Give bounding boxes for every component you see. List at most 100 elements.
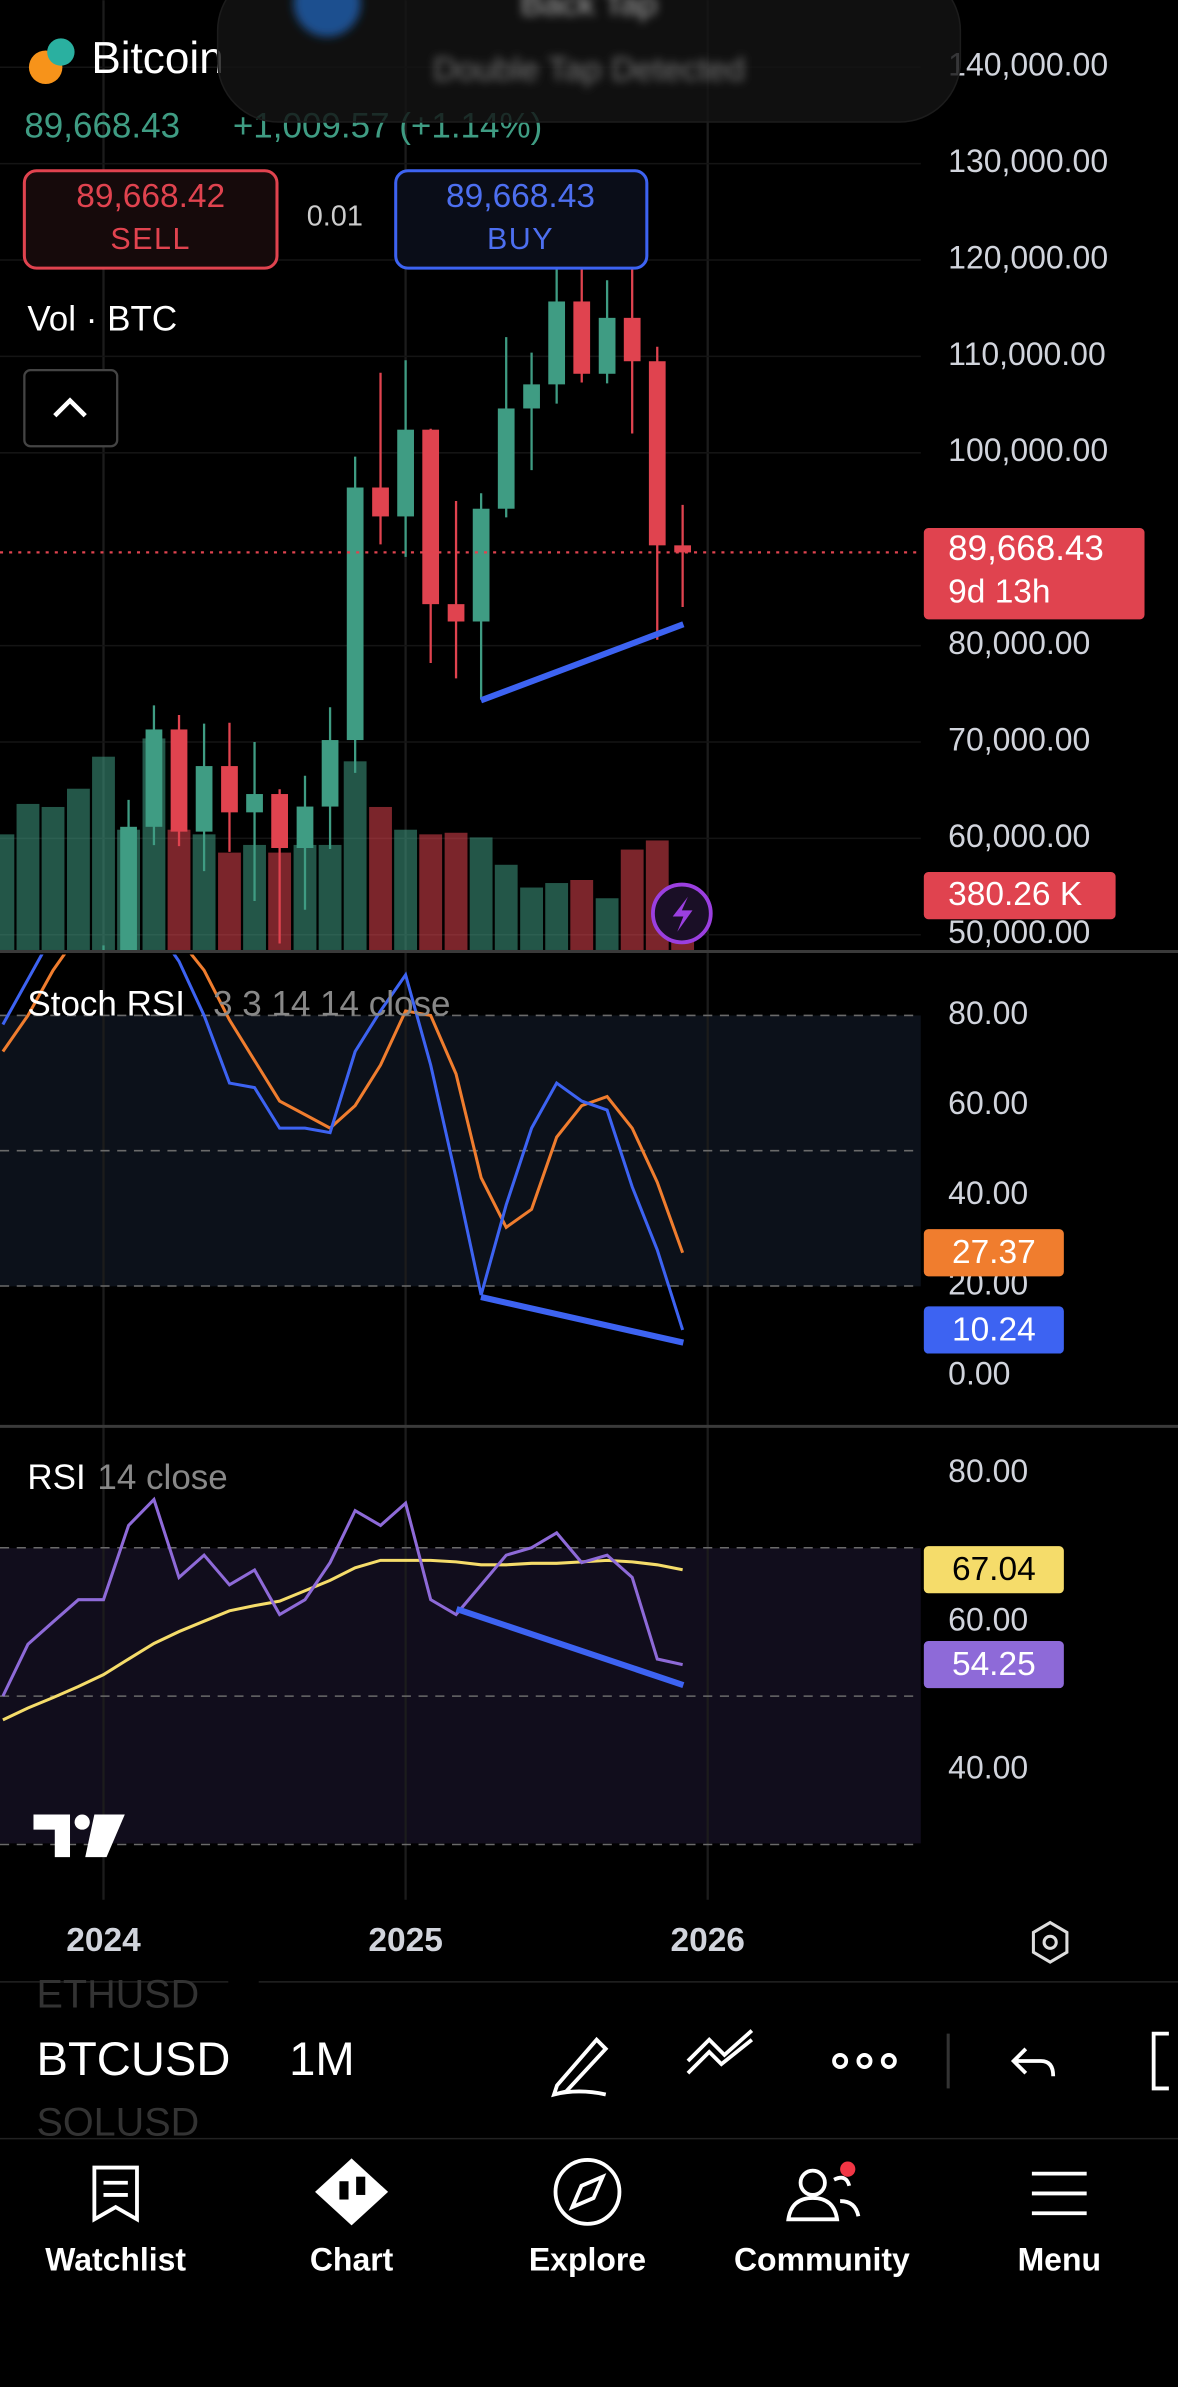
buy-button[interactable] [394, 169, 649, 270]
candle-body [497, 408, 515, 509]
volume-bar [41, 806, 65, 950]
header-price: 89,668.43 [24, 106, 180, 145]
value-tag [923, 1306, 1064, 1354]
nav-label[interactable]: Watchlist [45, 2241, 186, 2277]
sell-label: SELL [110, 222, 191, 256]
y-tick-label: 40.00 [948, 1175, 1028, 1211]
y-tick-label: 80,000.00 [948, 625, 1090, 661]
notification-text: Double Tap Detected [433, 52, 745, 89]
volume-bar [419, 834, 443, 950]
draw-icon[interactable] [551, 2036, 609, 2098]
notification-icon [293, 0, 361, 37]
nav-label[interactable]: Menu [1018, 2241, 1101, 2277]
volume-bar [494, 864, 518, 950]
y-tick-label: 130,000.00 [948, 143, 1108, 179]
value-tag [923, 1229, 1064, 1277]
volume-label: 380.26 K [948, 876, 1082, 913]
interval[interactable]: 1M [289, 2032, 355, 2085]
community-icon-body [786, 2175, 861, 2222]
quantity: 0.01 [307, 201, 363, 233]
volume-bar [167, 829, 191, 950]
stoch-title: Stoch RSI [27, 985, 185, 1024]
drawings-icon[interactable] [686, 2029, 754, 2075]
candle-body [397, 429, 414, 517]
notification-dot [840, 2161, 856, 2177]
candle-body [623, 317, 641, 362]
volume-bar [218, 852, 241, 950]
fullscreen-icon[interactable] [1151, 2031, 1169, 2091]
dot [856, 2053, 873, 2070]
logo-part [85, 1814, 125, 1858]
dot [832, 2053, 849, 2070]
volume-bar [620, 849, 644, 950]
settings-icon[interactable] [1031, 1920, 1069, 1964]
nav-label[interactable]: Explore [529, 2241, 646, 2277]
watchlist-icon [92, 2165, 139, 2223]
volume-bar [394, 829, 418, 950]
coin-icon-overlay [47, 38, 75, 66]
candle-body [447, 604, 465, 622]
candle-body [523, 384, 540, 409]
trend-line [480, 1294, 685, 1346]
menu-icon [1031, 2171, 1087, 2216]
sell-price: 89,668.42 [76, 178, 225, 215]
volume-bar [343, 761, 367, 950]
volume-bar [469, 837, 493, 950]
y-tick-label: 60.00 [948, 1601, 1028, 1637]
volume-bar [67, 788, 90, 950]
candle-body [246, 794, 263, 813]
tv-logo [33, 1814, 125, 1858]
y-tick-label: 120,000.00 [948, 239, 1108, 275]
candle-body [321, 740, 339, 807]
symbol-selected[interactable]: BTCUSD [37, 2032, 231, 2085]
more-icon[interactable] [832, 2053, 897, 2070]
value-tag-label: 54.25 [952, 1646, 1036, 1683]
stoch-k-line [1, 954, 685, 1331]
y-tick-label: 50,000.00 [948, 914, 1090, 950]
y-tick-label: 100,000.00 [948, 432, 1108, 468]
y-tick-label: 60,000.00 [948, 818, 1090, 854]
collapse-button[interactable] [23, 368, 119, 448]
y-tick-label: 70,000.00 [948, 721, 1090, 757]
sell-button[interactable] [22, 169, 279, 270]
volume-bar [444, 832, 468, 950]
y-tick-label: 0.00 [948, 1356, 1010, 1392]
volume-bar [318, 844, 342, 950]
candle-body [674, 545, 692, 553]
chevron-up-icon [53, 397, 87, 418]
notification-panel [216, 0, 962, 123]
volume-bar [369, 806, 392, 950]
volume-bar [595, 898, 619, 950]
volume-bar [0, 834, 15, 950]
lightning-icon [672, 896, 693, 932]
candle-body [170, 729, 188, 832]
y-tick-label: 40.00 [948, 1750, 1028, 1786]
notification-title: Back Tap [520, 0, 657, 23]
chart-icon-candle [356, 2176, 366, 2195]
volume-bar [570, 879, 594, 950]
stoch-d-line [1, 954, 685, 1254]
undo-icon[interactable] [1010, 2047, 1056, 2077]
symbol-option[interactable]: ETHUSD [37, 1973, 200, 2017]
explore-icon [553, 2158, 622, 2226]
y-tick-label: 140,000.00 [948, 47, 1108, 83]
y-tick-label: 110,000.00 [948, 336, 1106, 372]
value-tag-label: 67.04 [952, 1551, 1036, 1588]
nav-label[interactable]: Chart [310, 2241, 394, 2277]
candle-body [120, 826, 137, 950]
buy-price: 89,668.43 [446, 178, 595, 215]
stoch-params: 3 3 14 14 close [213, 985, 450, 1024]
symbol-option[interactable]: SOLUSD [37, 2100, 200, 2144]
symbol-fade [228, 1978, 259, 2139]
trend-line [479, 621, 685, 704]
y-tick-label: 80.00 [948, 995, 1028, 1031]
candle-body [271, 794, 288, 849]
candle-body [372, 487, 389, 517]
x-tick-label: 2024 [66, 1922, 141, 1959]
chart-icon-candle [339, 2181, 349, 2200]
volume-bar [545, 883, 569, 950]
nav-label[interactable]: Community [734, 2241, 910, 2277]
volume-bar [520, 887, 543, 950]
candle-body [422, 429, 440, 605]
value-tag-label: 10.24 [952, 1311, 1036, 1348]
